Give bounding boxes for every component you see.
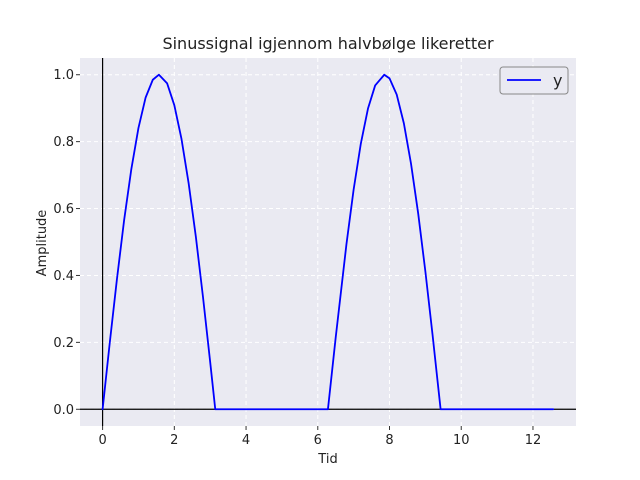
y-tick-label-3: 0.6 [53,202,74,217]
y-axis-ticks: 0.0 0.2 0.4 0.6 0.8 1.0 [53,68,80,418]
legend: y [499,66,569,95]
legend-label-y: y [553,71,562,90]
x-tick-label-3: 6 [314,433,322,448]
y-tick-label-5: 1.0 [53,68,74,83]
x-tick-label-1: 2 [170,433,178,448]
x-tick-label-2: 4 [242,433,250,448]
chart-title: Sinussignal igjennom halvbølge likerette… [162,34,493,53]
x-tick-label-5: 10 [453,433,470,448]
y-tick-label-1: 0.2 [53,336,74,351]
series-line-y [101,73,555,411]
x-tick-label-6: 12 [525,433,542,448]
x-tick-label-4: 8 [385,433,393,448]
x-axis-label: Tid [317,452,337,467]
y-tick-label-0: 0.0 [53,403,74,418]
y-tick-label-4: 0.8 [53,135,74,150]
plot-area [80,58,576,426]
x-axis-ticks: 0 2 4 6 8 10 12 [98,426,541,448]
y-tick-label-2: 0.4 [53,269,74,284]
series-layer [101,73,555,411]
y-axis-label: Amplitude [35,210,50,277]
x-tick-label-0: 0 [98,433,106,448]
